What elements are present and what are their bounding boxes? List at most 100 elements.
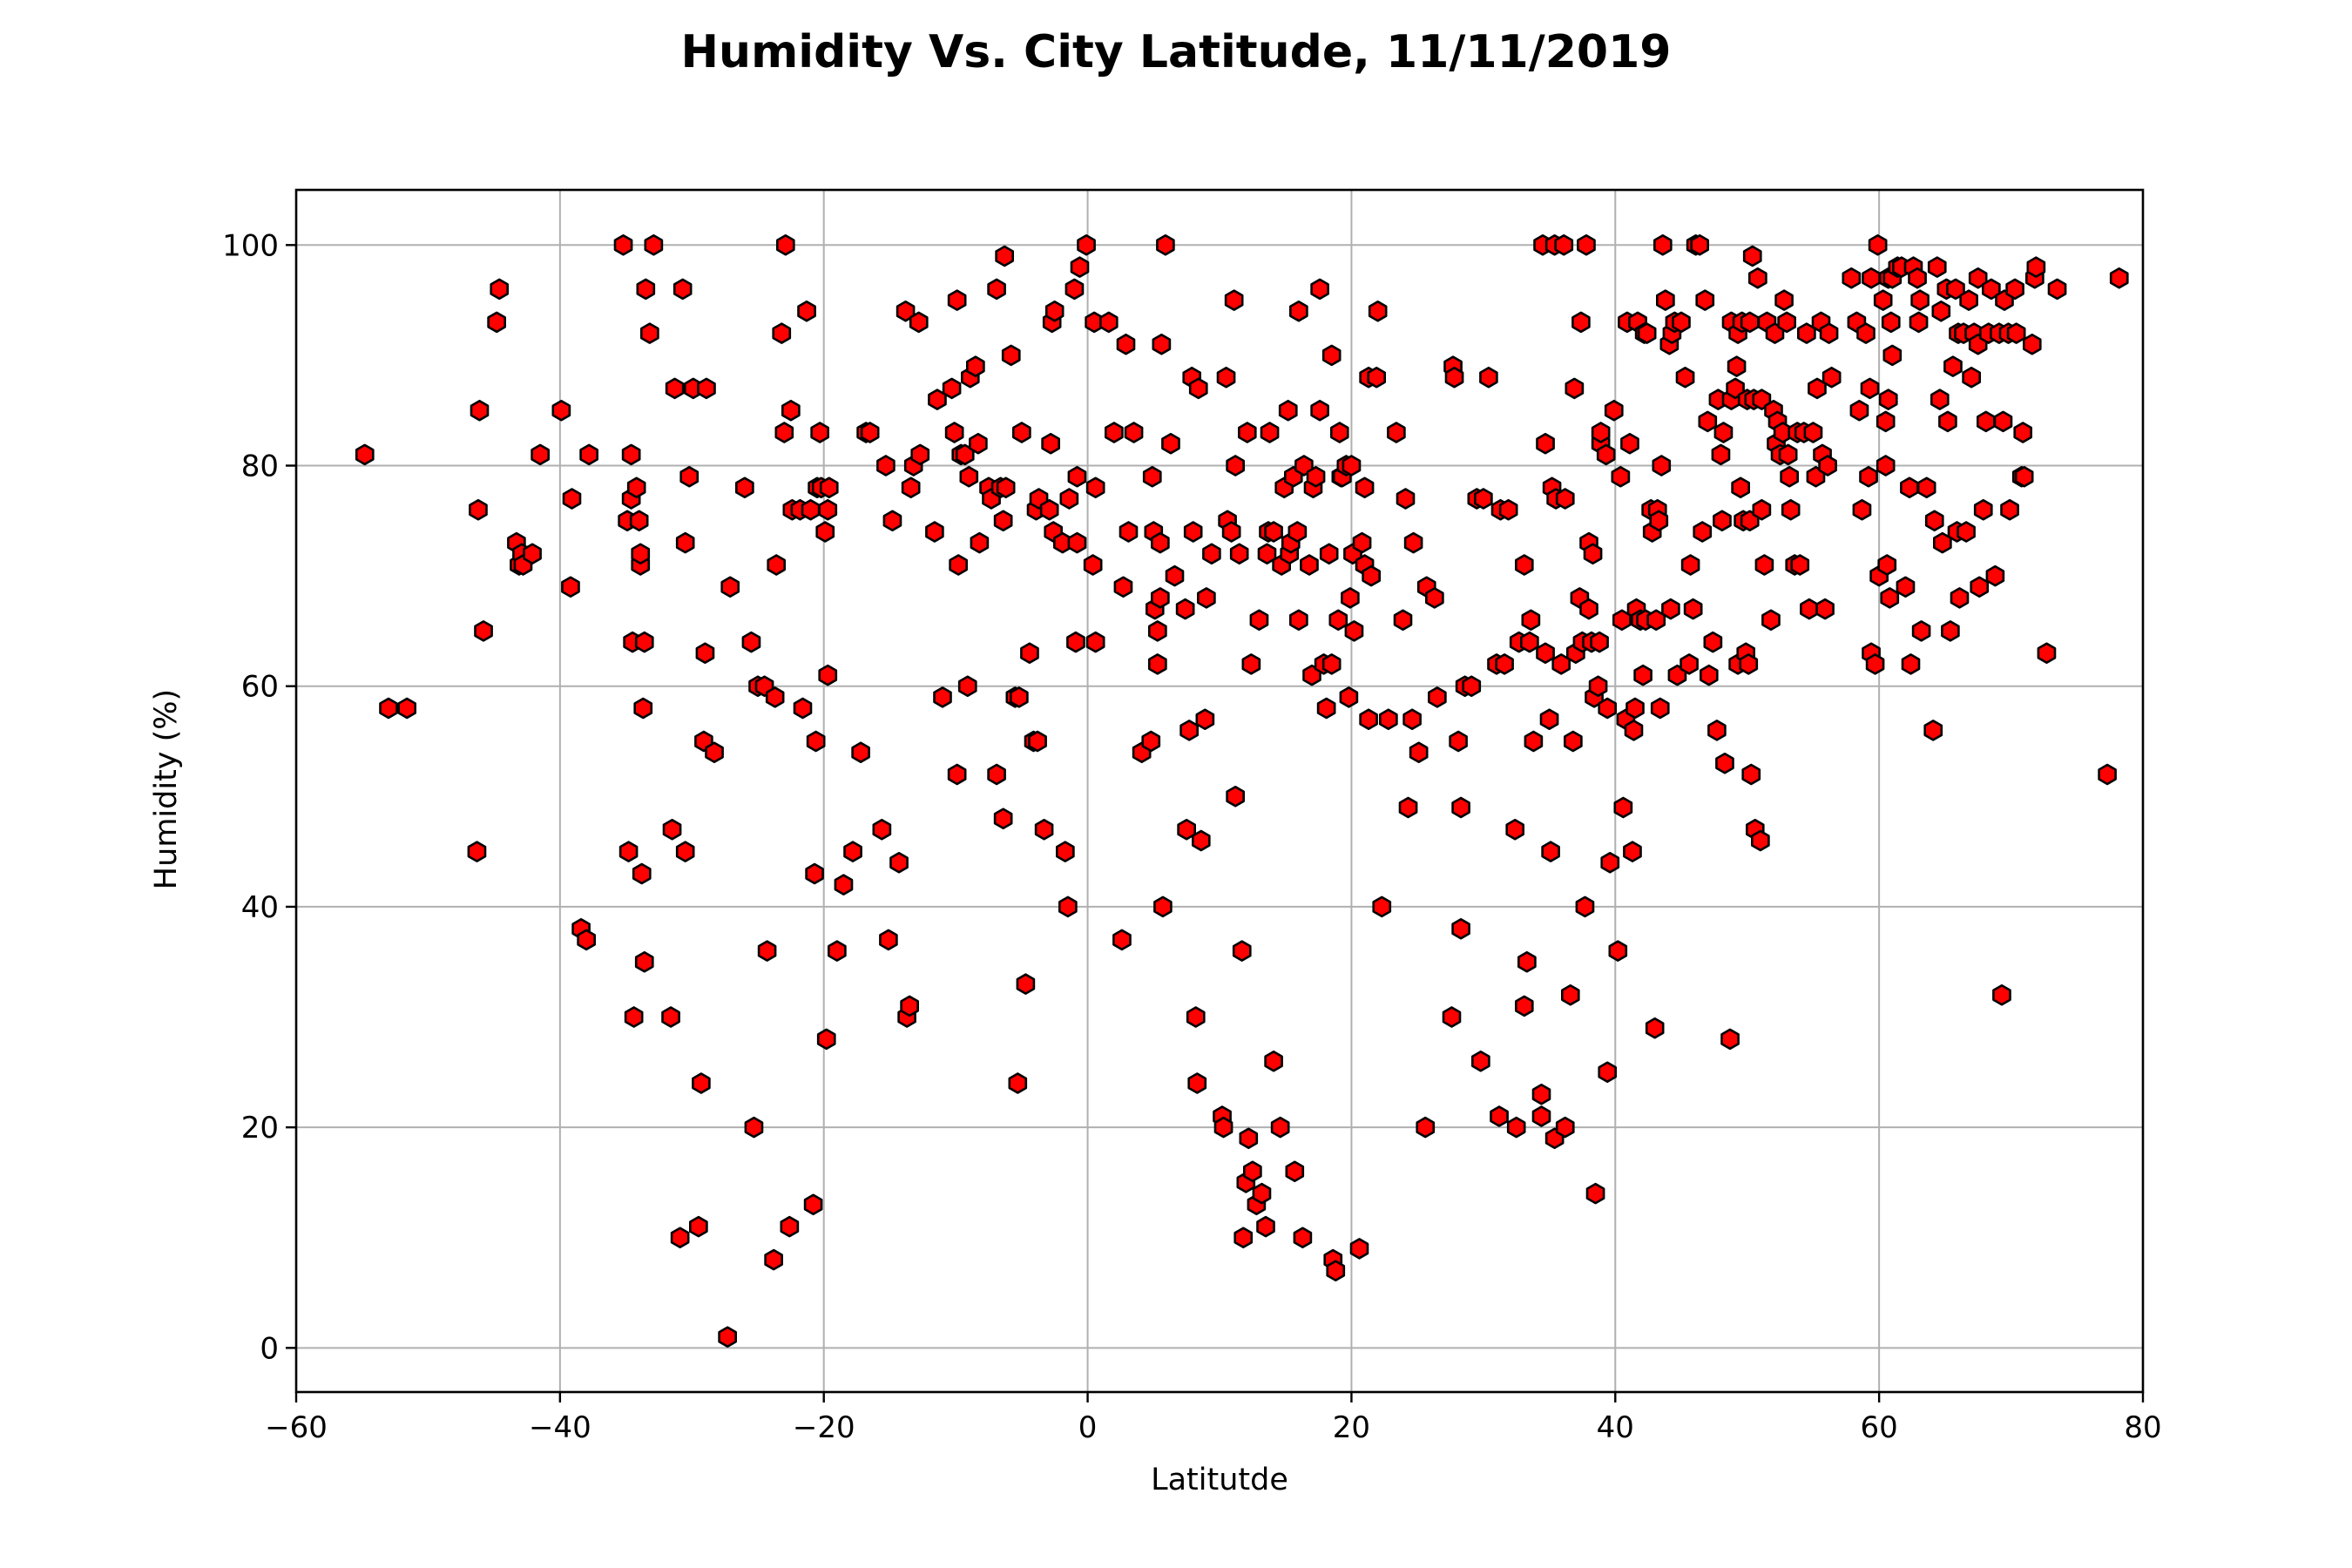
- data-point: [1862, 267, 1881, 289]
- data-point: [806, 730, 826, 753]
- data-point: [1288, 521, 1308, 543]
- data-point: [1141, 730, 1161, 753]
- data-point: [1362, 564, 1381, 587]
- x-axis-label: Latitutde: [1151, 1463, 1288, 1497]
- data-point: [1416, 1116, 1436, 1139]
- data-point: [1818, 455, 1837, 476]
- data-point: [1020, 642, 1039, 665]
- data-point: [1241, 653, 1261, 675]
- data-point: [947, 763, 967, 786]
- data-point: [1330, 422, 1349, 443]
- data-point: [949, 554, 968, 576]
- data-point: [1368, 300, 1388, 322]
- data-point: [2023, 333, 2042, 355]
- data-point: [1571, 311, 1591, 334]
- data-point: [816, 1028, 836, 1051]
- data-point: [741, 631, 761, 653]
- data-point: [1490, 1105, 1509, 1127]
- data-point: [639, 322, 659, 344]
- data-point: [679, 465, 700, 488]
- data-point: [1748, 267, 1767, 289]
- data-point: [1498, 498, 1518, 521]
- data-point: [827, 940, 847, 962]
- data-point: [1865, 653, 1885, 675]
- data-point: [1727, 355, 1747, 377]
- y-axis-ticks: 0 20 40 60 80 100: [222, 228, 296, 1366]
- data-point: [1124, 422, 1144, 443]
- data-point: [1590, 631, 1609, 653]
- data-point: [909, 311, 929, 334]
- data-point: [1379, 708, 1398, 731]
- data-point: [1161, 432, 1180, 455]
- data-point: [1695, 289, 1715, 311]
- data-point: [1803, 422, 1823, 443]
- data-point: [1690, 233, 1709, 256]
- data-point: [1349, 1238, 1369, 1260]
- data-point: [1715, 752, 1734, 774]
- data-point: [772, 322, 792, 344]
- data-point: [1393, 609, 1413, 632]
- data-point: [1402, 708, 1422, 731]
- y-tick-label: 20: [241, 1111, 279, 1146]
- data-point: [1849, 399, 1869, 422]
- data-point: [843, 841, 862, 862]
- data-point: [1398, 796, 1418, 819]
- data-point: [1044, 300, 1064, 322]
- data-point: [1152, 333, 1172, 355]
- data-point: [621, 443, 641, 466]
- data-point: [705, 741, 724, 764]
- data-point: [1924, 510, 1944, 532]
- data-point: [1213, 1116, 1233, 1139]
- data-point: [1653, 233, 1673, 256]
- data-point: [1778, 443, 1798, 466]
- data-point: [1256, 1215, 1275, 1238]
- data-point: [1909, 311, 1929, 334]
- data-point: [1878, 389, 1898, 410]
- x-tick-label: 60: [1861, 1410, 1898, 1445]
- data-point: [1339, 686, 1359, 708]
- data-point: [1119, 521, 1139, 543]
- data-point: [1001, 344, 1021, 367]
- x-tick-label: 40: [1597, 1410, 1634, 1445]
- data-point: [818, 664, 838, 686]
- data-point: [1591, 422, 1611, 443]
- data-point: [1249, 609, 1269, 632]
- data-point: [661, 1006, 680, 1028]
- x-tick-label: −40: [529, 1410, 591, 1445]
- data-point: [1819, 322, 1839, 344]
- data-point: [1985, 564, 2005, 587]
- data-point: [1876, 455, 1896, 476]
- data-point: [775, 233, 795, 256]
- data-point: [1946, 278, 1965, 301]
- data-point: [764, 1248, 784, 1271]
- data-point: [1882, 344, 1903, 367]
- data-point: [993, 808, 1013, 830]
- data-point: [1577, 233, 1596, 256]
- data-point: [944, 422, 964, 443]
- data-point: [624, 1006, 644, 1028]
- data-point: [1800, 598, 1819, 620]
- data-point: [1216, 366, 1236, 389]
- data-point: [579, 443, 599, 466]
- data-point: [675, 531, 695, 554]
- data-point: [1598, 697, 1617, 720]
- data-point: [467, 841, 487, 862]
- data-point: [1328, 609, 1348, 632]
- data-point: [1650, 697, 1670, 720]
- data-point: [1471, 1050, 1490, 1072]
- data-point: [1531, 1083, 1551, 1105]
- data-point: [1977, 410, 1996, 433]
- data-point: [1780, 465, 1799, 488]
- data-point: [810, 422, 830, 443]
- data-point: [1521, 609, 1541, 632]
- data-point: [1611, 465, 1631, 488]
- data-point: [1059, 488, 1079, 510]
- data-point: [1973, 498, 1993, 521]
- data-point: [1070, 256, 1090, 278]
- data-point: [1010, 686, 1029, 708]
- data-point: [1613, 796, 1633, 819]
- data-point: [860, 422, 880, 443]
- data-point: [670, 1227, 690, 1249]
- data-point: [1517, 950, 1537, 973]
- data-point: [993, 510, 1013, 532]
